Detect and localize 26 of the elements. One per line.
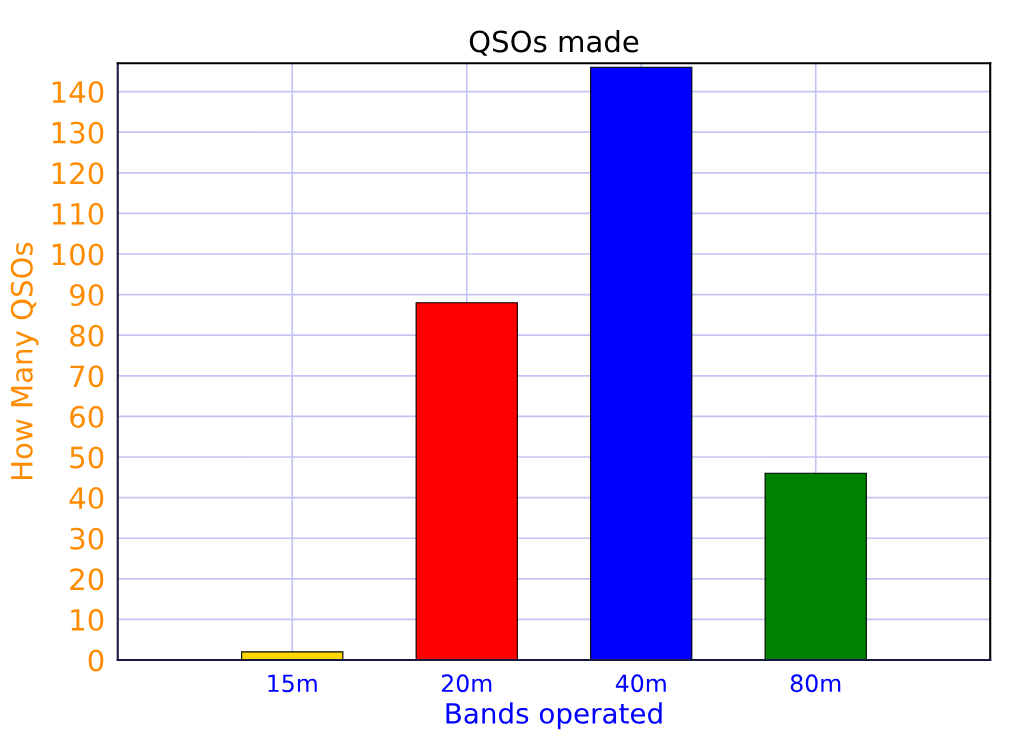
bar (590, 66, 693, 661)
y-tick-label: 90 (69, 284, 104, 307)
y-tick-label: 70 (70, 365, 104, 388)
y-tick-label: 20 (70, 568, 104, 591)
bar (764, 472, 867, 661)
y-tick-label: 10 (71, 608, 104, 631)
x-tick-label: 80m (790, 674, 841, 693)
y-tick-label: 120 (52, 162, 104, 185)
chart-title: QSOs made (469, 29, 639, 56)
x-tick-label: 15m (268, 674, 317, 693)
y-tick-label: 30 (70, 527, 104, 550)
y-tick-label: 140 (52, 81, 104, 104)
y-tick-label: 130 (52, 121, 104, 144)
bar (241, 651, 344, 661)
y-tick-label: 110 (52, 202, 104, 225)
x-axis-title: Bands operated (446, 702, 662, 730)
x-tick-label: 40m (615, 674, 666, 693)
y-axis-title: How Many QSOs (10, 242, 39, 480)
y-tick-label: 40 (69, 487, 104, 510)
y-tick-label: 50 (70, 446, 104, 469)
y-tick-label: 100 (52, 243, 104, 266)
y-tick-label: 0 (88, 649, 104, 672)
y-tick-label: 60 (70, 405, 104, 428)
y-tick-label: 80 (70, 324, 104, 347)
bar (415, 302, 518, 661)
x-tick-label: 20m (441, 674, 492, 693)
